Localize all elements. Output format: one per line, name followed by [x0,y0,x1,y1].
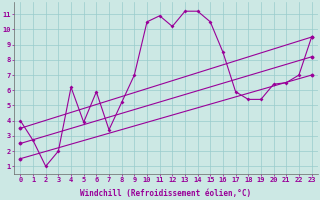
X-axis label: Windchill (Refroidissement éolien,°C): Windchill (Refroidissement éolien,°C) [80,189,252,198]
